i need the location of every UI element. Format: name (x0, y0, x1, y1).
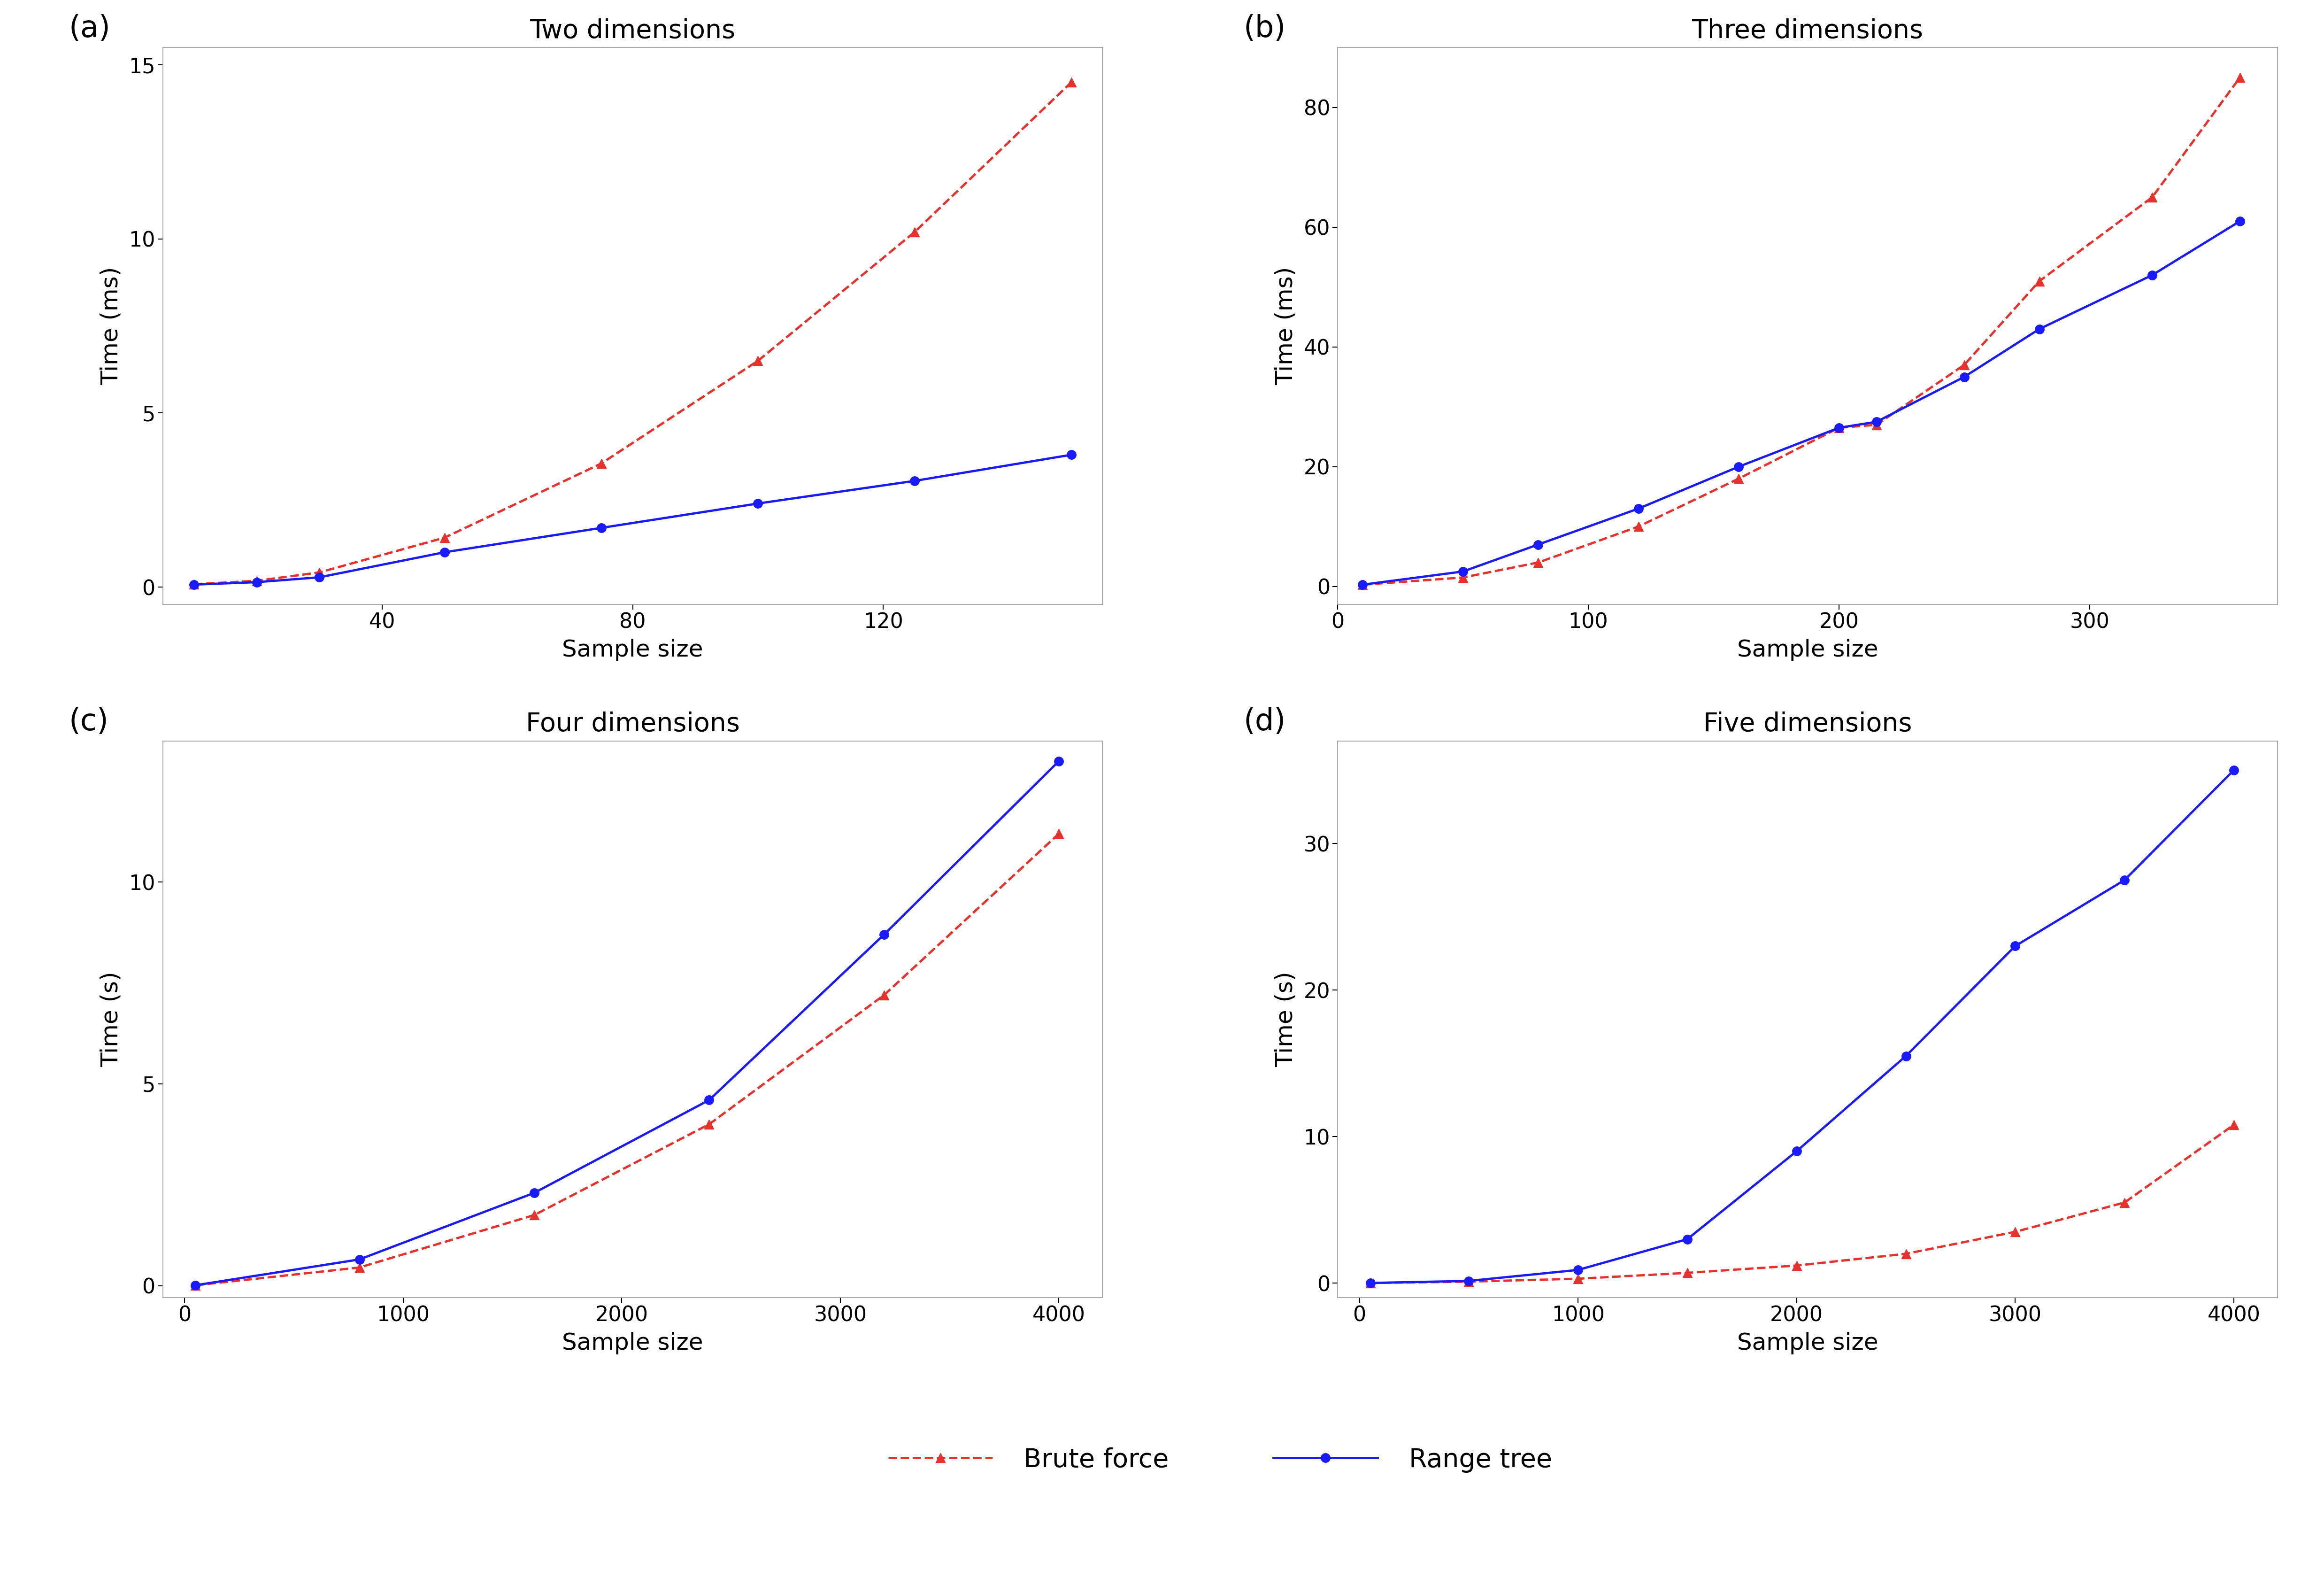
Text: (c): (c) (70, 707, 109, 737)
Range tree (1348, 575, 1376, 594)
Y-axis label: Time (s): Time (s) (1274, 972, 1297, 1067)
Line: Brute force: Brute force (191, 78, 1076, 588)
Brute force (2219, 1116, 2247, 1135)
Range tree (1724, 456, 1752, 475)
Range tree (902, 471, 930, 490)
Range tree (2226, 212, 2254, 231)
Brute force (1824, 418, 1852, 437)
Line: Range tree: Range tree (191, 756, 1064, 1290)
Range tree (2001, 937, 2029, 956)
Range tree (1624, 499, 1652, 518)
Line: Range tree: Range tree (1357, 217, 2245, 590)
Brute force (1057, 73, 1085, 92)
Line: Range tree: Range tree (1367, 766, 2238, 1287)
Title: Four dimensions: Four dimensions (525, 712, 739, 737)
Text: (b): (b) (1243, 14, 1285, 43)
Brute force (1673, 1263, 1701, 1282)
Range tree (181, 1276, 209, 1295)
Brute force (2138, 187, 2166, 206)
X-axis label: Sample size: Sample size (562, 639, 704, 661)
Range tree (2027, 320, 2054, 339)
Brute force (2110, 1194, 2138, 1213)
Brute force (1525, 553, 1552, 572)
Range tree (1824, 418, 1852, 437)
Range tree (1673, 1230, 1701, 1249)
Brute force (1348, 575, 1376, 594)
Line: Brute force: Brute force (1357, 73, 2245, 590)
Brute force (430, 528, 458, 547)
Brute force (1892, 1244, 1920, 1263)
Brute force (1455, 1273, 1483, 1292)
Range tree (588, 518, 616, 537)
Text: (a): (a) (70, 14, 112, 43)
Legend: Brute force, Range tree: Brute force, Range tree (888, 1447, 1552, 1472)
Brute force (346, 1258, 374, 1278)
Range tree (521, 1184, 548, 1203)
X-axis label: Sample size: Sample size (1736, 1331, 1878, 1355)
Brute force (1564, 1270, 1592, 1289)
Range tree (346, 1251, 374, 1270)
Brute force (1624, 517, 1652, 536)
Brute force (1862, 415, 1889, 434)
Range tree (430, 542, 458, 561)
Range tree (2219, 761, 2247, 780)
Range tree (744, 495, 772, 514)
Brute force (242, 571, 270, 590)
Brute force (181, 1276, 209, 1295)
Y-axis label: Time (s): Time (s) (100, 972, 123, 1067)
Y-axis label: Time (ms): Time (ms) (1274, 266, 1297, 385)
Brute force (2001, 1222, 2029, 1241)
Brute force (1783, 1255, 1810, 1274)
Brute force (744, 352, 772, 371)
Line: Brute force: Brute force (191, 829, 1064, 1290)
Brute force (2027, 271, 2054, 290)
Brute force (1724, 469, 1752, 488)
Brute force (179, 575, 207, 594)
Range tree (1057, 445, 1085, 464)
Range tree (1862, 412, 1889, 431)
X-axis label: Sample size: Sample size (562, 1331, 704, 1355)
Brute force (902, 222, 930, 241)
Range tree (1950, 368, 1978, 387)
Range tree (869, 926, 897, 945)
Title: Two dimensions: Two dimensions (530, 17, 734, 43)
Brute force (2226, 68, 2254, 87)
Title: Three dimensions: Three dimensions (1692, 17, 1924, 43)
Range tree (2110, 870, 2138, 889)
Line: Range tree: Range tree (191, 450, 1076, 590)
Range tree (1892, 1046, 1920, 1065)
Brute force (1448, 567, 1476, 586)
Brute force (869, 986, 897, 1005)
Brute force (304, 563, 332, 582)
Y-axis label: Time (ms): Time (ms) (100, 266, 123, 385)
Brute force (1357, 1273, 1385, 1292)
Range tree (695, 1090, 723, 1110)
Range tree (1357, 1273, 1385, 1292)
Range tree (1046, 751, 1074, 770)
Range tree (1525, 536, 1552, 555)
Brute force (1046, 824, 1074, 843)
Range tree (1455, 1271, 1483, 1290)
Range tree (304, 567, 332, 586)
Title: Five dimensions: Five dimensions (1703, 712, 1913, 737)
Brute force (521, 1206, 548, 1225)
Range tree (1564, 1260, 1592, 1279)
Brute force (695, 1114, 723, 1133)
Brute force (588, 453, 616, 472)
Range tree (1448, 563, 1476, 582)
Range tree (179, 575, 207, 594)
Range tree (2138, 266, 2166, 285)
Text: (d): (d) (1243, 707, 1285, 737)
Brute force (1950, 355, 1978, 374)
Range tree (242, 572, 270, 591)
X-axis label: Sample size: Sample size (1736, 639, 1878, 661)
Line: Brute force: Brute force (1367, 1121, 2238, 1287)
Range tree (1783, 1141, 1810, 1160)
